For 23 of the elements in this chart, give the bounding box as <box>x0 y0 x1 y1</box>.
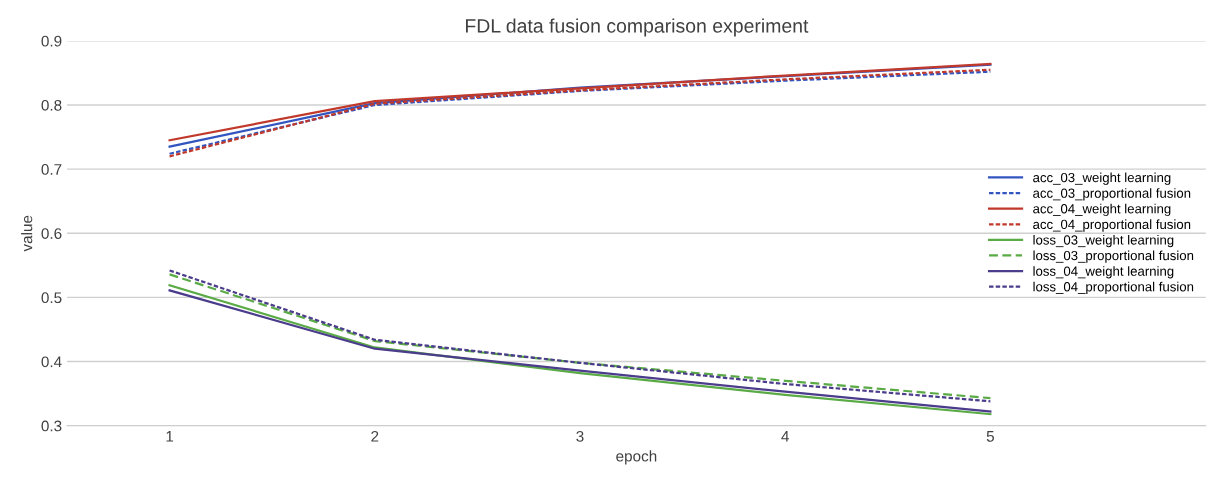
y-tick-label: 0.6 <box>41 228 62 239</box>
x-tick-label: 5 <box>986 431 994 442</box>
y-tick-label: 0.3 <box>41 420 62 432</box>
y-tick-label: 0.4 <box>41 356 62 368</box>
legend-label: loss_03_proportional fusion <box>1033 250 1194 263</box>
y-tick-label: 0.5 <box>41 292 62 304</box>
legend-label: acc_03_weight learning <box>1033 172 1171 185</box>
x-tick-label: 4 <box>781 431 789 442</box>
legend-label: acc_04_proportional fusion <box>1033 219 1191 232</box>
chart-title: FDL data fusion comparison experiment <box>465 18 809 37</box>
legend-label: loss_03_weight learning <box>1033 234 1174 248</box>
legend-label: acc_03_proportional fusion <box>1033 188 1191 201</box>
x-tick-label: 2 <box>371 430 379 442</box>
x-tick-label: 1 <box>166 431 174 442</box>
y-tick-label: 0.8 <box>41 99 62 111</box>
x-axis-title: epoch <box>616 450 657 465</box>
y-axis-title: value <box>21 215 33 252</box>
x-tick-label: 3 <box>576 430 584 442</box>
legend-label: loss_04_weight learning <box>1033 266 1174 279</box>
y-tick-label: 0.7 <box>41 164 62 175</box>
y-tick-label: 0.9 <box>41 35 62 47</box>
legend-label: loss_04_proportional fusion <box>1033 281 1194 295</box>
legend-label: acc_04_weight learning <box>1033 203 1171 217</box>
